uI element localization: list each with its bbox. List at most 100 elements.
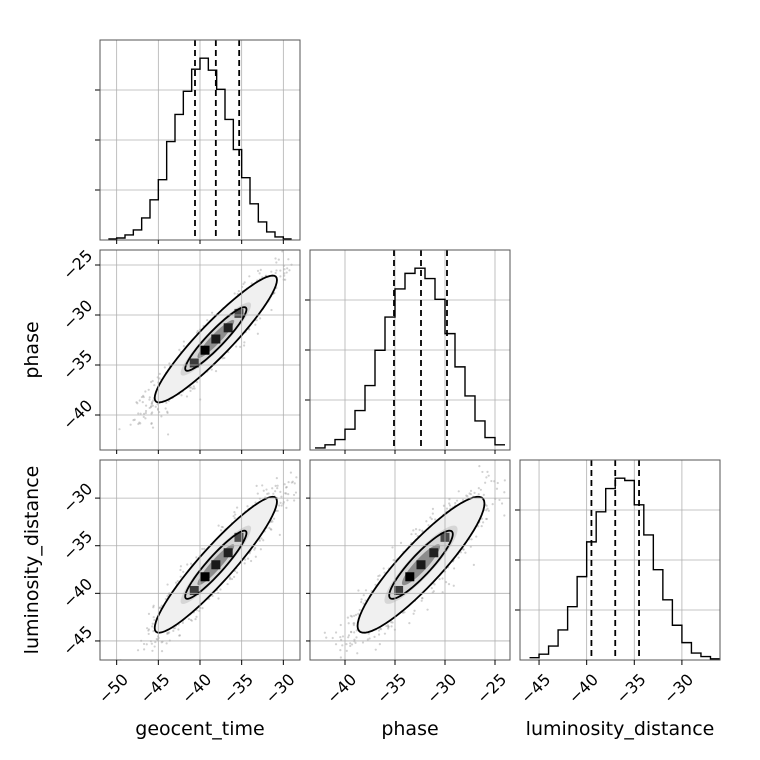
- sample-point: [353, 614, 356, 617]
- sample-point: [142, 642, 146, 646]
- sample-point: [160, 415, 163, 418]
- sample-point: [267, 492, 270, 495]
- sample-point: [138, 421, 141, 424]
- sample-point: [350, 615, 354, 618]
- sample-point: [273, 291, 276, 295]
- sample-point: [233, 575, 236, 578]
- sample-point: [255, 484, 258, 487]
- sample-point: [362, 594, 365, 597]
- sample-point: [285, 492, 288, 495]
- sample-point: [354, 613, 358, 616]
- sample-point: [421, 597, 424, 600]
- sample-point: [254, 546, 257, 550]
- sample-point: [462, 548, 465, 551]
- sample-point: [334, 631, 338, 634]
- sample-point: [142, 394, 145, 397]
- sample-point: [151, 622, 154, 625]
- sample-point: [387, 627, 390, 630]
- sample-point: [235, 506, 239, 509]
- sample-point: [140, 395, 143, 399]
- sample-point: [339, 656, 342, 659]
- sample-point: [266, 492, 269, 496]
- sample-point: [425, 520, 428, 523]
- sample-point: [278, 533, 281, 536]
- sample-point: [347, 622, 350, 625]
- panel-clip: [323, 465, 506, 664]
- sample-point: [232, 515, 235, 518]
- sample-point: [166, 583, 169, 586]
- sample-point: [153, 645, 156, 648]
- x-tick-label: −40: [323, 670, 360, 707]
- panel-clip: [118, 238, 316, 436]
- panel-frame: [309, 459, 511, 661]
- sample-point: [444, 581, 448, 584]
- density-bin: [189, 358, 199, 368]
- sample-point: [431, 507, 435, 510]
- sample-point: [314, 238, 316, 240]
- sample-point: [485, 517, 488, 521]
- sample-point: [166, 411, 169, 414]
- sample-point: [287, 481, 290, 484]
- sample-point: [265, 488, 268, 491]
- x-tick-label: −30: [261, 670, 298, 707]
- sample-point: [391, 621, 394, 624]
- sample-point: [391, 546, 394, 549]
- sample-point: [414, 528, 418, 531]
- sample-point: [413, 609, 416, 612]
- sample-point: [158, 606, 161, 610]
- sample-point: [341, 635, 345, 638]
- sample-point: [361, 641, 365, 644]
- contour-86: [153, 274, 278, 404]
- sample-point: [155, 637, 158, 641]
- sample-point: [164, 407, 167, 410]
- sample-point: [269, 528, 272, 531]
- sample-point: [412, 612, 415, 615]
- sample-point: [243, 281, 246, 284]
- sample-point: [287, 258, 290, 261]
- sample-point: [453, 567, 456, 570]
- x-tick-label: −25: [473, 670, 510, 707]
- sample-point: [342, 662, 344, 664]
- sample-point: [147, 632, 150, 636]
- sample-point: [160, 641, 163, 644]
- sample-point: [147, 629, 150, 632]
- sample-point: [174, 581, 178, 584]
- sample-point: [355, 636, 358, 639]
- sample-point: [462, 548, 465, 551]
- sample-point: [151, 400, 154, 403]
- x-tick-label: −40: [565, 670, 602, 707]
- sample-point: [293, 499, 296, 502]
- sample-point: [472, 563, 475, 566]
- sample-point: [430, 587, 433, 590]
- sample-point: [226, 582, 229, 586]
- sample-point: [491, 503, 494, 506]
- sample-point: [349, 630, 353, 633]
- density-bin: [394, 585, 404, 595]
- sample-point: [142, 412, 146, 415]
- sample-point: [339, 649, 342, 652]
- sample-point: [210, 368, 213, 371]
- sample-point: [217, 524, 220, 527]
- sample-point: [196, 381, 199, 384]
- sample-point: [358, 608, 361, 612]
- sample-point: [144, 409, 148, 413]
- histogram-panel-geocent_time: [95, 39, 301, 241]
- sample-point: [230, 577, 234, 581]
- sample-point: [182, 340, 185, 343]
- sample-point: [485, 504, 488, 507]
- sample-point: [378, 574, 381, 577]
- sample-point: [500, 502, 504, 505]
- sample-point: [166, 410, 169, 413]
- sample-point: [189, 389, 192, 392]
- sample-point: [219, 588, 222, 591]
- sample-point: [279, 269, 282, 272]
- sample-point: [377, 633, 381, 636]
- sample-point: [138, 399, 141, 402]
- sample-point: [452, 584, 455, 587]
- sample-point: [158, 372, 161, 375]
- sample-point: [237, 290, 240, 293]
- sample-point: [285, 506, 288, 509]
- sample-point: [242, 344, 246, 347]
- contour-86: [153, 495, 278, 634]
- sample-point: [481, 470, 484, 474]
